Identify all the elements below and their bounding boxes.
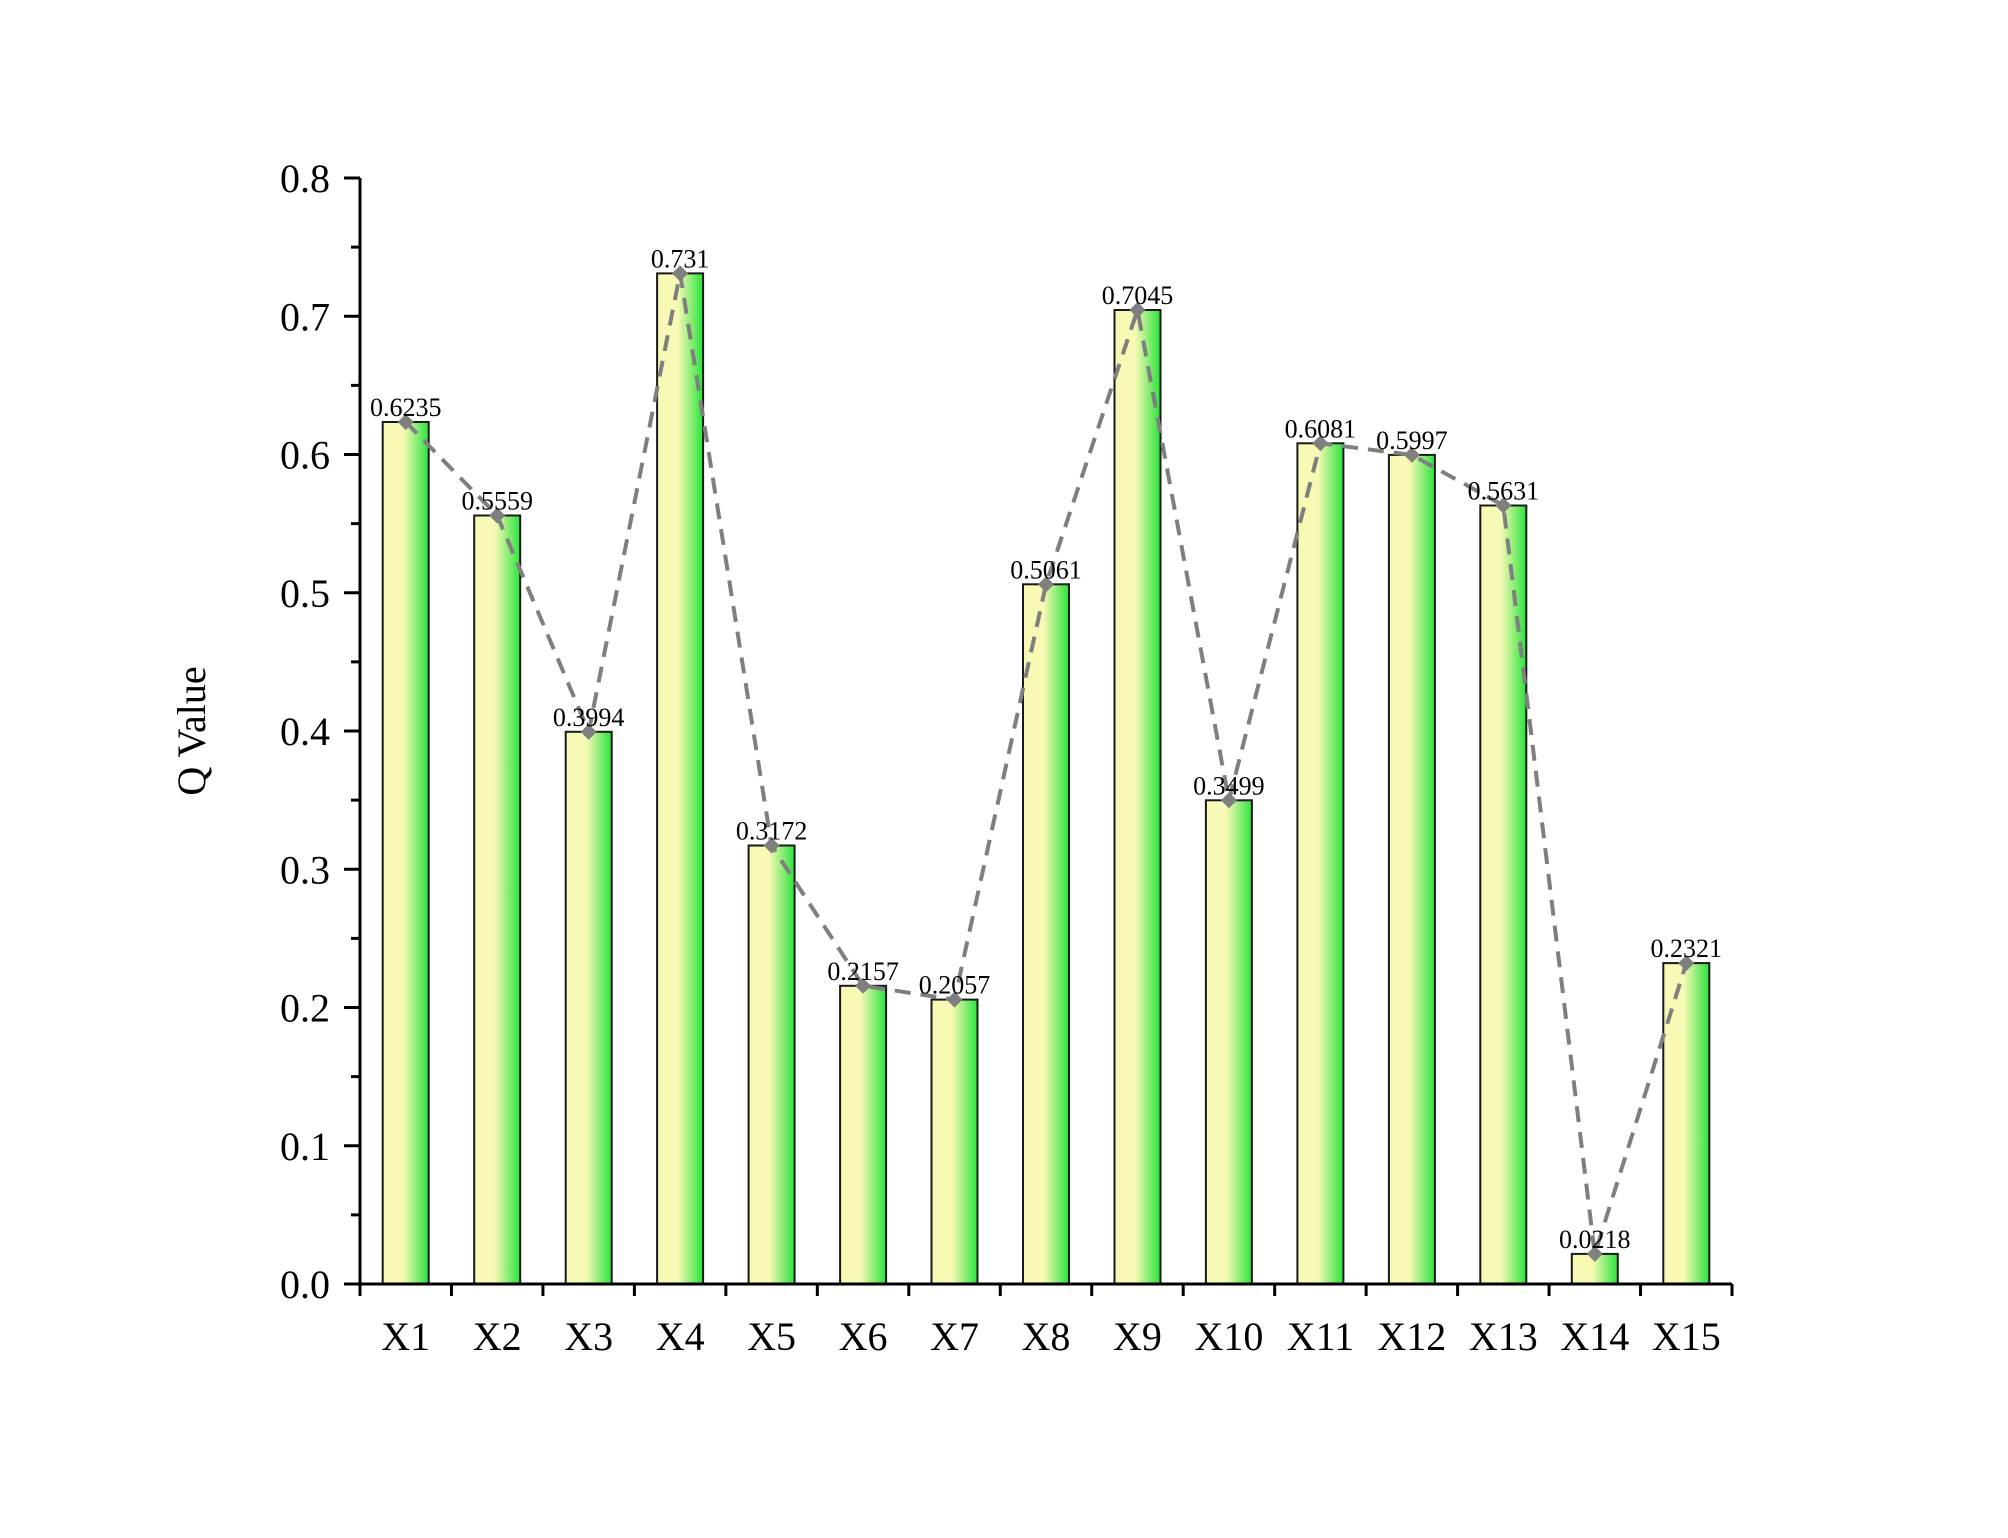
y-tick-label: 0.7 — [280, 294, 330, 339]
point-marker-x10 — [1220, 792, 1237, 809]
x-tick-label-x14: X14 — [1560, 1314, 1629, 1359]
x-tick-label-x3: X3 — [564, 1314, 613, 1359]
bar-x6 — [839, 984, 888, 1285]
data-label-x5: 0.3172 — [736, 816, 808, 845]
x-tick-label-x13: X13 — [1469, 1314, 1538, 1359]
y-tick-label: 0.3 — [280, 847, 330, 892]
y-tick-label: 0.4 — [280, 709, 330, 754]
y-tick-label: 0.0 — [280, 1262, 330, 1307]
point-marker-x11 — [1312, 435, 1329, 452]
point-marker-x5 — [763, 837, 780, 854]
x-tick-label-x15: X15 — [1652, 1314, 1721, 1359]
point-marker-x12 — [1403, 446, 1420, 463]
data-label-x7: 0.2057 — [919, 971, 991, 1000]
bar-x13 — [1479, 504, 1528, 1285]
x-tick-label-x2: X2 — [473, 1314, 522, 1359]
x-tick-label-x4: X4 — [656, 1314, 705, 1359]
x-tick-label-x11: X11 — [1287, 1314, 1354, 1359]
y-axis-title: Q Value — [169, 666, 214, 795]
point-marker-x13 — [1495, 497, 1512, 514]
bar-x5 — [747, 844, 796, 1285]
data-label-x11: 0.6081 — [1285, 414, 1357, 443]
point-marker-x8 — [1038, 576, 1054, 593]
bar-x11 — [1296, 442, 1345, 1285]
data-label-x13: 0.5631 — [1468, 477, 1540, 506]
y-tick-label: 0.5 — [280, 571, 330, 616]
point-marker-x2 — [489, 507, 506, 524]
x-tick-label-x8: X8 — [1022, 1314, 1071, 1359]
point-marker-x14 — [1586, 1245, 1603, 1262]
bar-x1 — [381, 421, 430, 1285]
point-marker-x6 — [855, 977, 872, 994]
bar-x12 — [1387, 453, 1436, 1285]
bar-x2 — [473, 514, 522, 1285]
data-label-x4: 0.731 — [651, 244, 710, 273]
point-marker-x7 — [946, 991, 963, 1008]
point-marker-x4 — [672, 265, 689, 282]
y-tick-label: 0.8 — [280, 156, 330, 201]
bar-x8 — [1022, 583, 1070, 1285]
x-tick-label-x5: X5 — [747, 1314, 796, 1359]
x-tick-label-x7: X7 — [930, 1314, 979, 1359]
x-tick-label-x9: X9 — [1113, 1314, 1162, 1359]
point-marker-x15 — [1678, 955, 1695, 972]
data-label-x12: 0.5997 — [1376, 426, 1448, 455]
axes-layer: 0.0 0.1 0.2 0.3 0.4 0.5 0.6 0.7 0.8 X1 X2 X3 X4 X5 X6 X… — [280, 156, 1734, 1359]
bar-x9 — [1113, 309, 1162, 1285]
data-label-x10: 0.3499 — [1193, 771, 1265, 800]
x-tick-label-x10: X10 — [1194, 1314, 1263, 1359]
x-tick-label-x6: X6 — [839, 1314, 888, 1359]
y-tick-label: 0.6 — [280, 433, 330, 478]
bar-x7 — [930, 998, 979, 1285]
x-tick-label-x1: X1 — [381, 1314, 430, 1359]
data-label-x2: 0.5559 — [461, 486, 533, 515]
data-label-x3: 0.3994 — [553, 703, 625, 732]
data-label-x8: 0.5061 — [1010, 555, 1082, 584]
bar-x4 — [656, 272, 705, 1285]
data-label-x1: 0.6235 — [370, 393, 442, 422]
y-tick-label: 0.1 — [280, 1124, 330, 1169]
data-label-x15: 0.2321 — [1651, 934, 1723, 963]
data-label-x6: 0.2157 — [827, 957, 899, 986]
bar-x3 — [564, 730, 613, 1285]
point-marker-x9 — [1129, 302, 1146, 319]
y-tick-label: 0.2 — [280, 986, 330, 1031]
data-label-x9: 0.7045 — [1102, 281, 1174, 310]
labels-layer: 0.6235 0.5559 0.3994 0.731 0.3172 0.2157 0.205… — [169, 244, 1722, 1253]
point-marker-x1 — [397, 414, 414, 431]
point-marker-x3 — [580, 723, 597, 740]
bar-x10 — [1204, 799, 1253, 1285]
trend-line — [404, 273, 1689, 1255]
x-tick-label-x12: X12 — [1377, 1314, 1446, 1359]
bars-layer — [381, 272, 1711, 1286]
trend-line-layer — [397, 265, 1695, 1262]
data-label-x14: 0.0218 — [1559, 1225, 1631, 1254]
